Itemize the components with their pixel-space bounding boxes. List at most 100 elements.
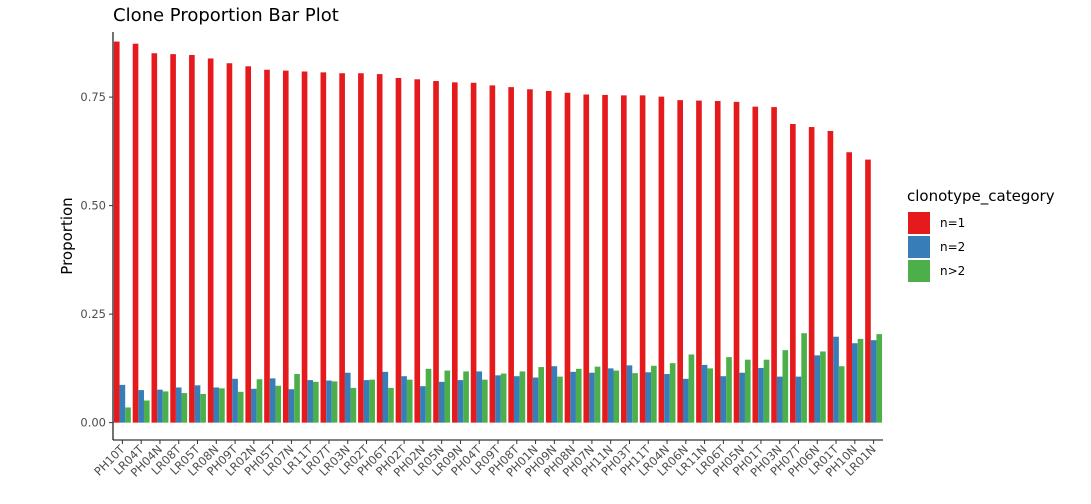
bar-ngt2-PH02T <box>406 379 413 423</box>
bar-neq1-PH01T <box>752 106 759 423</box>
bar-neq1-LR02T <box>358 73 364 423</box>
bar-neq1-LR08N <box>207 58 214 423</box>
bar-ngt2-PH07T <box>801 333 807 423</box>
bar-ngt2-PH04T <box>482 379 488 423</box>
bar-neq2-LR03N <box>344 372 351 423</box>
bar-neq1-PH09T <box>226 63 233 423</box>
bar-neq1-LR07T <box>320 72 327 423</box>
legend-key-1 <box>908 236 930 258</box>
bar-neq2-LR01T <box>833 336 839 423</box>
bar-neq2-PH11N <box>607 368 614 423</box>
bar-neq2-PH11T <box>645 372 652 423</box>
bar-neq1-PH02N <box>414 79 421 423</box>
bar-neq2-LR04N <box>664 374 670 423</box>
bar-ngt2-PH01T <box>763 359 770 423</box>
bar-neq1-PH06N <box>808 127 815 423</box>
bar-neq1-LR09T <box>489 85 496 423</box>
bar-neq1-PH11N <box>602 94 608 423</box>
bar-neq2-LR01N <box>870 340 877 423</box>
bar-neq2-LR08T <box>175 387 182 423</box>
bar-neq2-PH10N <box>852 343 858 423</box>
bar-neq1-LR06T <box>714 101 721 423</box>
bar-neq2-PH04T <box>476 371 483 423</box>
bar-neq1-LR01T <box>827 130 834 423</box>
bar-ngt2-PH05N <box>744 359 751 423</box>
bar-neq1-PH05N <box>733 101 740 423</box>
bar-neq2-PH06N <box>814 355 821 423</box>
bar-ngt2-PH01N <box>538 367 545 423</box>
bar-neq1-LR03N <box>339 73 345 423</box>
bar-neq2-LR11T <box>307 380 314 423</box>
bar-neq2-PH07T <box>795 376 802 423</box>
bar-ngt2-LR09N <box>463 371 469 423</box>
bar-neq1-PH07T <box>790 124 796 423</box>
bar-neq2-LR06T <box>720 376 727 423</box>
bar-ngt2-PH03T <box>632 373 638 423</box>
y-tick-label: 0.00 <box>80 416 106 430</box>
y-tick-label: 0.75 <box>80 90 106 104</box>
bar-neq1-LR04N <box>658 96 665 423</box>
bar-ngt2-LR02T <box>369 379 375 423</box>
bar-neq1-PH11T <box>639 95 646 423</box>
bar-neq1-LR02N <box>245 66 252 423</box>
bar-neq1-PH08T <box>508 87 514 423</box>
bars-layer <box>113 41 883 423</box>
bar-neq2-PH01T <box>758 367 764 423</box>
bar-neq2-PH08T <box>513 376 520 423</box>
bar-neq1-LR06N <box>677 100 683 423</box>
bar-neq2-LR02T <box>363 380 370 423</box>
bar-ngt2-LR05N <box>444 370 451 423</box>
bar-neq1-PH07N <box>583 94 590 423</box>
bar-ngt2-LR04N <box>669 363 676 423</box>
bar-neq1-PH01N <box>527 89 533 423</box>
bar-neq1-PH10T <box>113 41 120 423</box>
bar-ngt2-LR02N <box>256 379 263 423</box>
legend-title: clonotype_category <box>907 187 1055 206</box>
bar-ngt2-PH11N <box>613 370 620 423</box>
bar-ngt2-PH10N <box>857 338 864 423</box>
bar-ngt2-LR05T <box>200 393 206 423</box>
bar-ngt2-PH10T <box>125 407 131 423</box>
bar-ngt2-LR08T <box>181 393 188 423</box>
bar-ngt2-PH08N <box>575 368 582 423</box>
y-axis-title: Proportion <box>58 197 76 274</box>
bar-ngt2-LR11N <box>707 368 714 423</box>
bar-neq2-PH09N <box>551 366 558 423</box>
bar-neq2-PH08N <box>570 371 576 423</box>
bar-neq1-LR11T <box>301 71 308 423</box>
bar-neq2-PH02N <box>420 386 426 423</box>
bar-ngt2-PH04N <box>162 391 169 423</box>
bar-neq1-LR05T <box>189 55 195 423</box>
bar-ngt2-PH03N <box>782 350 789 423</box>
bar-ngt2-LR11T <box>313 381 319 423</box>
bar-neq1-PH10N <box>846 152 853 423</box>
bar-neq1-LR08T <box>170 54 176 423</box>
bar-neq2-LR05N <box>438 381 445 423</box>
bar-neq1-PH03N <box>771 107 777 423</box>
bar-neq2-LR02N <box>251 388 257 423</box>
bar-neq1-PH05T <box>264 69 270 423</box>
legend-label-2: n>2 <box>940 264 965 278</box>
bar-ngt2-PH02N <box>425 368 432 423</box>
bar-neq1-PH04T <box>470 82 477 423</box>
bar-ngt2-PH08T <box>519 371 526 423</box>
legend-key-2 <box>908 260 930 282</box>
legend-key-0 <box>908 212 930 234</box>
y-axis: 0.00 0.25 0.50 0.75 <box>80 32 114 440</box>
bar-neq2-PH02T <box>401 376 407 423</box>
bar-neq1-PH09N <box>545 91 552 423</box>
bar-neq2-LR06N <box>682 378 689 423</box>
bar-neq1-LR07N <box>282 70 289 423</box>
bar-neq1-PH04N <box>151 53 158 423</box>
bar-neq2-PH06T <box>382 371 389 423</box>
legend-label-0: n=1 <box>940 216 965 230</box>
bar-neq1-LR09N <box>451 82 458 423</box>
legend-label-1: n=2 <box>940 240 965 254</box>
y-tick-label: 0.50 <box>80 199 106 213</box>
bar-neq1-LR05N <box>433 81 439 423</box>
bar-ngt2-LR04T <box>143 400 150 423</box>
bar-ngt2-LR09T <box>500 373 507 423</box>
bar-neq2-LR07T <box>326 380 332 423</box>
bar-ngt2-PH05T <box>275 385 282 423</box>
